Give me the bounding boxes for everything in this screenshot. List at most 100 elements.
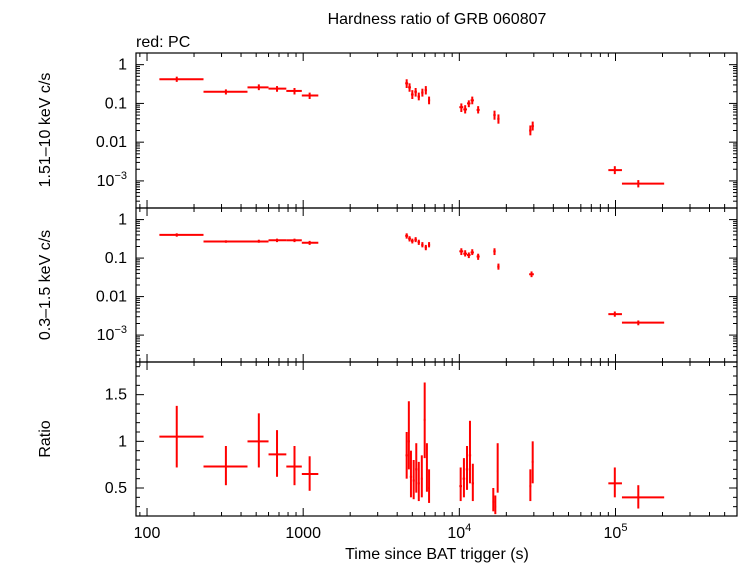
data-point bbox=[492, 488, 495, 512]
data-point bbox=[496, 443, 499, 493]
data-point bbox=[410, 90, 414, 99]
y-axis-label: 1.51–10 keV c/s bbox=[37, 73, 54, 188]
data-point bbox=[415, 443, 418, 493]
data-point bbox=[427, 242, 431, 248]
data-point bbox=[286, 238, 302, 243]
data-point bbox=[410, 238, 414, 244]
y-tick-label: 0.1 bbox=[105, 95, 127, 112]
data-point bbox=[417, 92, 421, 101]
data-point bbox=[203, 240, 248, 243]
data-point bbox=[459, 467, 462, 502]
data-point bbox=[409, 450, 413, 498]
y-tick-label: 0.01 bbox=[96, 289, 127, 306]
y-tick-label: 1 bbox=[118, 57, 127, 74]
data-point bbox=[414, 87, 417, 97]
panel-frame bbox=[135, 361, 738, 517]
data-point bbox=[471, 463, 474, 502]
data-point bbox=[268, 430, 287, 477]
x-tick-label: 105 bbox=[604, 522, 628, 542]
data-point bbox=[463, 105, 468, 114]
data-point bbox=[621, 320, 665, 326]
data-point bbox=[497, 114, 500, 124]
data-point bbox=[608, 311, 622, 317]
data-point bbox=[493, 110, 496, 120]
data-point bbox=[159, 233, 204, 237]
y-tick-label: 1 bbox=[118, 433, 127, 450]
data-point bbox=[301, 240, 319, 245]
y-tick-label: 10−3 bbox=[97, 324, 127, 344]
data-point bbox=[424, 244, 427, 251]
data-point bbox=[470, 96, 474, 105]
data-point bbox=[465, 446, 469, 490]
data-point bbox=[412, 460, 415, 500]
data-point bbox=[417, 461, 420, 502]
data-point bbox=[608, 467, 622, 498]
data-point bbox=[476, 253, 480, 260]
panel-hard: 1 0.1 0.01 10−3 1.51–10 keV c/s bbox=[37, 52, 738, 209]
x-tick-label: 1000 bbox=[285, 525, 321, 542]
data-point bbox=[529, 271, 534, 278]
data-point bbox=[621, 180, 665, 188]
data-point bbox=[463, 250, 468, 257]
data-point bbox=[529, 125, 532, 136]
data-point bbox=[408, 83, 411, 92]
y-tick-label: 0.1 bbox=[105, 250, 127, 267]
data-point bbox=[421, 88, 424, 97]
data-point bbox=[247, 413, 269, 468]
x-axis-label: Time since BAT trigger (s) bbox=[345, 546, 529, 563]
chart-title: Hardness ratio of GRB 060807 bbox=[328, 11, 547, 28]
data-point bbox=[467, 252, 471, 259]
legend-label: red: PC bbox=[136, 34, 190, 51]
data-point bbox=[407, 401, 410, 470]
data-point bbox=[405, 432, 408, 479]
data-point bbox=[268, 86, 287, 92]
data-point bbox=[608, 166, 622, 175]
data-point bbox=[462, 458, 466, 498]
data-point bbox=[476, 106, 480, 114]
y-axis-label: Ratio bbox=[37, 420, 54, 457]
data-point bbox=[497, 263, 500, 270]
data-point bbox=[203, 89, 248, 95]
data-point bbox=[408, 236, 411, 242]
data-point bbox=[414, 237, 417, 243]
data-point bbox=[159, 76, 204, 82]
data-point bbox=[468, 420, 472, 484]
data-point bbox=[286, 446, 302, 486]
data-point bbox=[493, 248, 496, 256]
data-point bbox=[428, 469, 431, 503]
data-point bbox=[425, 443, 428, 492]
data-point bbox=[420, 455, 423, 498]
data-point bbox=[301, 92, 319, 99]
data-point bbox=[424, 86, 427, 95]
data-point bbox=[470, 249, 474, 256]
data-point bbox=[405, 233, 409, 239]
data-point bbox=[203, 446, 248, 486]
data-point bbox=[159, 405, 204, 468]
y-tick-label: 0.01 bbox=[96, 134, 127, 151]
x-tick-label: 104 bbox=[447, 522, 471, 542]
data-point bbox=[467, 100, 471, 108]
data-point bbox=[459, 103, 464, 113]
y-tick-label: 1.5 bbox=[105, 387, 127, 404]
data-point bbox=[247, 239, 269, 243]
data-point bbox=[268, 238, 287, 243]
data-point bbox=[421, 242, 424, 248]
data-point bbox=[417, 239, 421, 245]
data-point bbox=[247, 84, 269, 91]
x-tick-label: 100 bbox=[134, 525, 161, 542]
panel-frame bbox=[135, 207, 738, 363]
data-point bbox=[427, 96, 431, 105]
panel-ratio: 1.5 1 0.5 Ratio 100 1000 104 105 bbox=[37, 361, 738, 542]
data-point bbox=[529, 469, 532, 502]
data-point bbox=[405, 79, 409, 88]
y-tick-label: 1 bbox=[118, 212, 127, 229]
data-point bbox=[494, 495, 497, 515]
data-point bbox=[459, 248, 464, 256]
y-tick-label: 0.5 bbox=[105, 480, 127, 497]
data-point bbox=[286, 87, 302, 95]
panel-frame bbox=[135, 52, 738, 209]
data-point bbox=[531, 121, 534, 131]
data-point bbox=[621, 485, 665, 509]
y-tick-label: 10−3 bbox=[97, 170, 127, 190]
